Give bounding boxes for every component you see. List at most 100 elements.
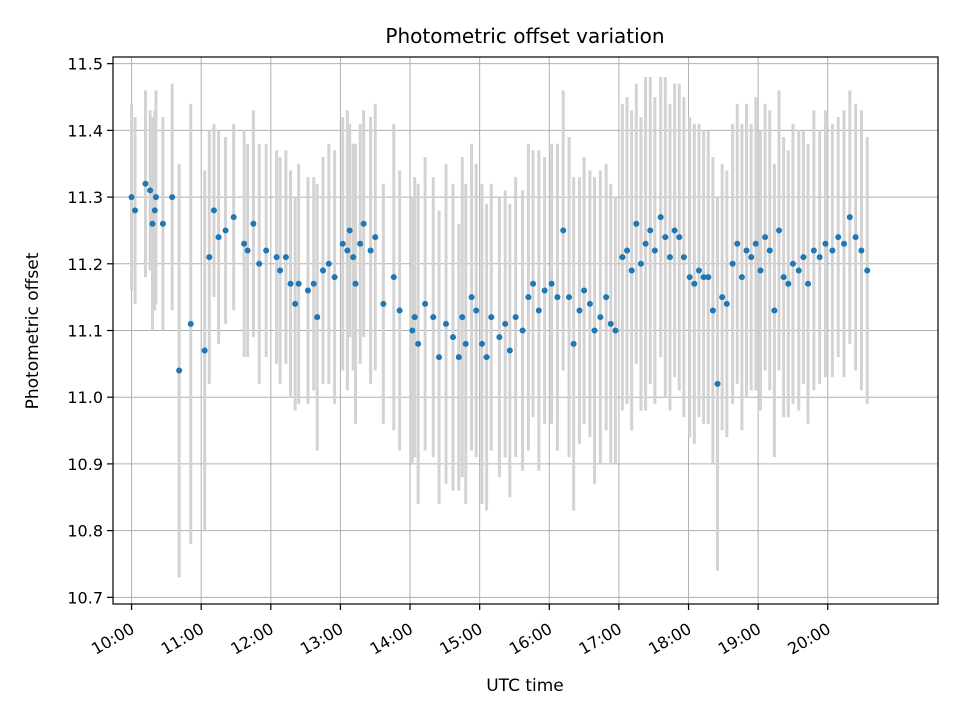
data-point xyxy=(535,307,542,314)
data-point xyxy=(149,220,156,227)
y-tick-label: 11.5 xyxy=(67,55,103,74)
y-tick-label: 11.1 xyxy=(67,322,103,341)
data-point xyxy=(597,314,604,321)
data-point xyxy=(695,267,702,274)
data-point xyxy=(709,307,716,314)
data-point xyxy=(502,320,509,327)
data-point xyxy=(151,207,158,214)
data-point xyxy=(147,187,154,194)
data-point xyxy=(449,334,456,341)
data-point xyxy=(304,287,311,294)
data-point xyxy=(762,234,769,241)
data-point xyxy=(671,227,678,234)
chart-title: Photometric offset variation xyxy=(385,24,664,48)
data-point xyxy=(607,320,614,327)
data-point xyxy=(548,280,555,287)
data-point xyxy=(409,327,416,334)
data-point xyxy=(468,294,475,301)
y-tick-label: 11.4 xyxy=(67,121,103,140)
y-tick-label: 11.0 xyxy=(67,388,103,407)
data-point xyxy=(776,227,783,234)
data-point xyxy=(576,307,583,314)
y-tick-label: 11.3 xyxy=(67,188,103,207)
data-point xyxy=(360,220,367,227)
data-point xyxy=(496,334,503,341)
data-point xyxy=(295,280,302,287)
data-point xyxy=(748,254,755,261)
data-point xyxy=(250,220,257,227)
data-point xyxy=(159,220,166,227)
data-point xyxy=(680,254,687,261)
data-point xyxy=(586,300,593,307)
data-point xyxy=(187,320,194,327)
y-tick-label: 10.9 xyxy=(67,455,103,474)
data-point xyxy=(292,300,299,307)
data-point xyxy=(455,354,462,361)
data-point xyxy=(277,267,284,274)
data-point xyxy=(771,307,778,314)
data-point xyxy=(829,247,836,254)
data-point xyxy=(657,214,664,221)
data-point xyxy=(443,320,450,327)
data-point xyxy=(805,280,812,287)
data-point xyxy=(666,254,673,261)
data-point xyxy=(785,280,792,287)
data-point xyxy=(483,354,490,361)
data-point xyxy=(314,314,321,321)
data-point xyxy=(662,234,669,241)
data-point xyxy=(628,267,635,274)
data-point xyxy=(478,340,485,347)
y-tick-label: 11.2 xyxy=(67,255,103,274)
data-point xyxy=(686,274,693,281)
data-point xyxy=(705,274,712,281)
data-point xyxy=(642,240,649,247)
data-point xyxy=(367,247,374,254)
data-point xyxy=(241,240,248,247)
data-point xyxy=(852,234,859,241)
data-point xyxy=(619,254,626,261)
data-point xyxy=(816,254,823,261)
y-tick-layer: 10.7 10.8 10.9 11.0 11.1 11.2 11.3 11.4 11.5 xyxy=(67,55,113,607)
data-point xyxy=(287,280,294,287)
data-point xyxy=(647,227,654,234)
data-point xyxy=(858,247,865,254)
data-point xyxy=(372,234,379,241)
data-point xyxy=(734,240,741,247)
data-point xyxy=(206,254,213,261)
data-point xyxy=(554,294,561,301)
data-point xyxy=(519,327,526,334)
data-point xyxy=(346,227,353,234)
data-point xyxy=(581,287,588,294)
data-point xyxy=(637,260,644,267)
y-axis-label: Photometric offset xyxy=(23,252,43,409)
x-axis-label: UTC time xyxy=(486,676,564,696)
y-tick-label: 10.8 xyxy=(67,522,103,541)
data-point xyxy=(738,274,745,281)
data-point xyxy=(415,340,422,347)
data-point xyxy=(530,280,537,287)
data-point xyxy=(263,247,270,254)
data-point xyxy=(743,247,750,254)
data-point xyxy=(282,254,289,261)
data-point xyxy=(810,247,817,254)
data-point xyxy=(380,300,387,307)
data-point xyxy=(230,214,237,221)
data-point xyxy=(256,260,263,267)
data-point xyxy=(273,254,280,261)
data-point xyxy=(244,247,251,254)
data-point xyxy=(719,294,726,301)
data-point xyxy=(780,274,787,281)
data-point xyxy=(603,294,610,301)
data-point xyxy=(691,280,698,287)
data-point xyxy=(222,227,229,234)
data-point xyxy=(729,260,736,267)
data-point xyxy=(390,274,397,281)
data-point xyxy=(459,314,466,321)
data-point xyxy=(566,294,573,301)
data-point xyxy=(525,294,532,301)
data-point xyxy=(822,240,829,247)
data-point xyxy=(422,300,429,307)
data-point xyxy=(651,247,658,254)
data-point xyxy=(714,380,721,387)
data-point xyxy=(128,194,135,201)
